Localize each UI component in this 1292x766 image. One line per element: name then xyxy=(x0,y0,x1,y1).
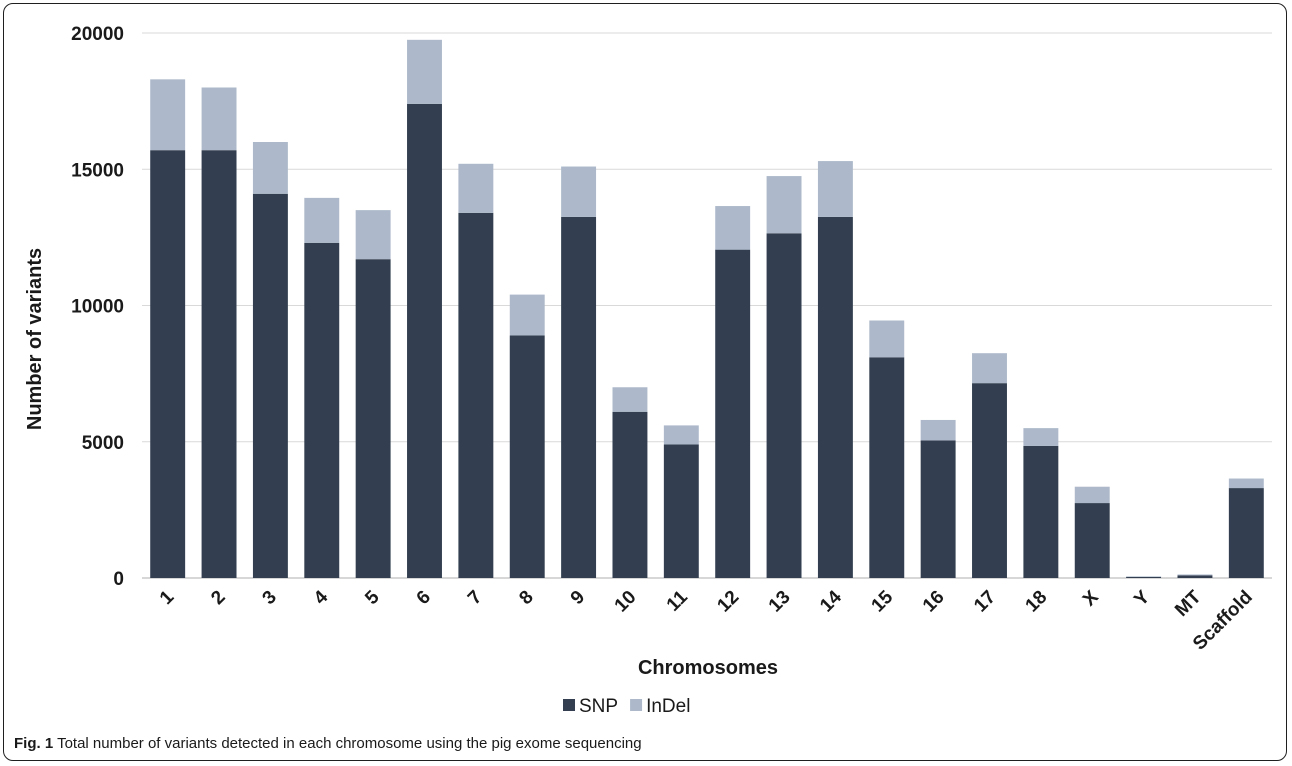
bar-snp-17 xyxy=(972,383,1007,578)
bar-indel-y xyxy=(1126,576,1162,577)
x-tick-label: 5 xyxy=(361,586,384,609)
y-tick-label: 20000 xyxy=(71,24,124,45)
bar-indel-4 xyxy=(304,197,340,243)
x-tick-label: 14 xyxy=(816,586,846,616)
bar-indel-9 xyxy=(561,166,597,217)
bar-indel-12 xyxy=(715,206,751,250)
bar-snp-15 xyxy=(869,357,905,578)
bar-indel-mt xyxy=(1177,574,1213,576)
x-tick-label: 8 xyxy=(515,587,537,609)
x-tick-label: X xyxy=(1079,586,1103,610)
bar-snp-8 xyxy=(509,335,545,578)
bars xyxy=(150,39,1264,579)
x-tick-label: 3 xyxy=(259,587,281,609)
bar-indel-7 xyxy=(458,163,494,213)
bar-snp-mt xyxy=(1177,575,1213,578)
y-axis-title: Number of variants xyxy=(24,248,46,430)
x-tick-label: 10 xyxy=(611,587,641,617)
x-tick-label: 7 xyxy=(464,587,486,609)
x-tick-label: 1 xyxy=(156,586,179,609)
bar-indel-6 xyxy=(407,39,442,104)
figure-label: Fig. 1 xyxy=(14,735,54,752)
y-tick-label: 10000 xyxy=(71,297,124,318)
legend-label-snp: SNP xyxy=(579,696,618,717)
x-tick-label: 13 xyxy=(765,587,795,617)
bar-indel-8 xyxy=(509,294,545,336)
x-tick-label: Y xyxy=(1130,586,1154,610)
bar-indel-15 xyxy=(869,320,905,358)
bar-snp-7 xyxy=(458,212,494,578)
x-tick-label: 11 xyxy=(663,586,692,615)
x-tick-label: 16 xyxy=(919,587,949,617)
bar-snp-10 xyxy=(612,411,648,578)
figure-caption: Fig. 1 Total number of variants detected… xyxy=(14,735,642,752)
bar-indel-14 xyxy=(817,161,853,217)
bar-indel-18 xyxy=(1023,428,1059,446)
bar-indel-16 xyxy=(920,419,956,441)
bar-indel-2 xyxy=(201,87,237,151)
figure-caption-text: Total number of variants detected in eac… xyxy=(57,735,642,752)
bar-indel-5 xyxy=(355,210,391,260)
bar-snp-x xyxy=(1074,503,1110,578)
legend-swatch-indel xyxy=(630,699,643,711)
bar-snp-9 xyxy=(561,216,597,578)
x-tick-label: 15 xyxy=(868,586,898,616)
y-tick-label: 5000 xyxy=(82,433,124,454)
x-tick-label: 17 xyxy=(970,587,1000,617)
bar-indel-10 xyxy=(612,387,648,412)
x-axis-title: Chromosomes xyxy=(638,657,778,679)
bar-snp-11 xyxy=(663,444,699,578)
bar-indel-13 xyxy=(766,176,802,234)
bar-snp-5 xyxy=(355,259,391,578)
y-axis-ticks: 0 5000 10000 15000 20000 xyxy=(71,24,124,590)
x-tick-label: 18 xyxy=(1022,587,1052,617)
bar-indel-x xyxy=(1074,486,1110,504)
bar-snp-12 xyxy=(715,249,751,578)
legend: SNP InDel xyxy=(563,696,690,717)
bar-indel-11 xyxy=(663,425,699,445)
bar-snp-1 xyxy=(150,150,186,579)
x-tick-label: 6 xyxy=(413,587,435,609)
x-tick-label: MT xyxy=(1171,586,1206,621)
bar-indel-1 xyxy=(150,79,186,151)
bar-snp-13 xyxy=(766,233,802,578)
bar-snp-3 xyxy=(252,193,288,578)
bar-snp-2 xyxy=(201,150,237,579)
bar-snp-14 xyxy=(817,216,853,578)
x-tick-label: 2 xyxy=(207,587,229,609)
bar-snp-scaffold xyxy=(1228,488,1264,578)
bar-snp-18 xyxy=(1023,445,1059,578)
bar-indel-17 xyxy=(972,353,1007,384)
y-tick-label: 0 xyxy=(113,569,124,590)
bar-snp-4 xyxy=(304,242,340,578)
y-tick-label: 15000 xyxy=(71,160,124,181)
x-tick-label: 4 xyxy=(310,586,333,609)
bar-snp-y xyxy=(1126,576,1162,578)
bar-snp-6 xyxy=(407,103,442,578)
x-tick-label: 9 xyxy=(567,587,589,609)
bar-indel-scaffold xyxy=(1228,478,1264,489)
legend-label-indel: InDel xyxy=(646,696,690,717)
bar-snp-16 xyxy=(920,440,956,578)
x-tick-label: 12 xyxy=(713,587,743,617)
bar-indel-3 xyxy=(252,142,288,194)
legend-swatch-snp xyxy=(563,699,575,711)
